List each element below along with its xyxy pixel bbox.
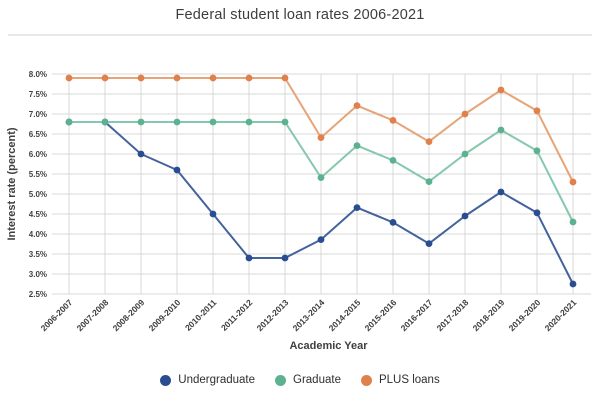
data-point: [353, 204, 361, 212]
data-point: [245, 118, 253, 126]
x-tick-label: 2016-2017: [399, 297, 435, 333]
data-point: [137, 74, 145, 82]
data-point: [137, 118, 145, 126]
x-tick-label: 2011-2012: [219, 297, 255, 333]
x-tick-label: 2019-2020: [507, 297, 543, 333]
y-tick-label: 3.0%: [29, 270, 47, 279]
x-tick-label: 2007-2008: [75, 297, 111, 333]
x-tick-label: 2006-2007: [39, 297, 75, 333]
data-point: [425, 138, 433, 146]
x-tick-label: 2013-2014: [291, 297, 327, 333]
y-tick-label: 4.0%: [29, 230, 47, 239]
x-tick-label: 2008-2009: [111, 297, 147, 333]
legend-label-undergraduate: Undergraduate: [178, 374, 256, 386]
data-point: [173, 166, 181, 174]
data-point: [209, 74, 217, 82]
y-tick-label: 3.5%: [29, 250, 47, 259]
data-point: [137, 150, 145, 158]
x-tick-label: 2015-2016: [363, 297, 399, 333]
data-point: [317, 236, 325, 244]
y-tick-label: 7.0%: [29, 110, 47, 119]
y-tick-label: 8.0%: [29, 70, 47, 79]
data-point: [389, 117, 397, 124]
data-point: [425, 240, 433, 248]
legend-item-plus-loans: PLUS loans: [360, 374, 440, 386]
x-tick-label: 2012-2013: [255, 297, 291, 333]
data-point: [245, 254, 253, 262]
legend-item-graduate: Graduate: [275, 374, 341, 386]
legend-label-plus-loans: PLUS loans: [378, 374, 440, 386]
data-point: [101, 74, 109, 82]
data-point: [173, 74, 181, 82]
data-point: [533, 147, 541, 155]
data-point: [569, 178, 577, 186]
data-point: [569, 218, 577, 226]
data-point: [65, 74, 73, 82]
data-point: [461, 150, 469, 158]
chart-title: Federal student loan rates 2006-2021: [175, 7, 425, 23]
data-point: [317, 134, 325, 142]
data-point: [425, 178, 433, 186]
divider: [8, 34, 592, 36]
x-tick-label: 2017-2018: [435, 297, 471, 333]
x-tick-label: 2014-2015: [327, 297, 363, 333]
data-point: [281, 74, 289, 82]
data-point: [353, 142, 361, 150]
data-point: [317, 174, 325, 182]
data-point: [353, 102, 361, 109]
y-tick-label: 5.0%: [29, 190, 47, 199]
y-tick-label: 6.5%: [29, 130, 47, 139]
data-point: [281, 118, 289, 126]
plus-loans-dot-icon: [360, 374, 372, 386]
graduate-dot-icon: [275, 374, 287, 386]
data-point: [497, 188, 505, 196]
data-point: [173, 118, 181, 126]
data-point: [65, 118, 73, 126]
data-point: [533, 107, 541, 115]
data-point: [569, 280, 577, 288]
data-point: [389, 157, 397, 164]
data-point: [497, 126, 505, 134]
legend-label-graduate: Graduate: [293, 374, 341, 386]
data-point: [461, 212, 469, 220]
data-point: [533, 209, 541, 217]
legend-item-undergraduate: Undergraduate: [160, 374, 255, 386]
x-tick-label: 2018-2019: [471, 297, 507, 333]
undergraduate-dot-icon: [160, 374, 172, 386]
data-point: [461, 110, 469, 118]
y-tick-label: 6.0%: [29, 150, 47, 159]
data-point: [389, 219, 397, 226]
y-tick-label: 5.5%: [29, 170, 47, 179]
data-point: [209, 210, 217, 218]
data-point: [209, 118, 217, 126]
data-point: [281, 254, 289, 262]
legend: Undergraduate Graduate PLUS loans: [0, 374, 600, 386]
data-point: [101, 118, 109, 126]
y-tick-label: 4.5%: [29, 210, 47, 219]
x-tick-label: 2020-2021: [543, 297, 579, 333]
data-point: [245, 74, 253, 82]
data-point: [497, 86, 505, 94]
x-axis-title: Academic Year: [289, 340, 368, 352]
y-axis-title: Interest rate (percent): [6, 127, 18, 240]
y-tick-label: 2.5%: [29, 290, 47, 299]
x-tick-label: 2010-2011: [183, 297, 219, 333]
x-tick-label: 2009-2010: [147, 297, 183, 333]
y-tick-label: 7.5%: [29, 90, 47, 99]
